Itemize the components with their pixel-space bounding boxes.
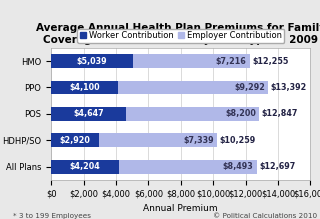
Text: © Political Calculations 2010: © Political Calculations 2010 [213,213,317,219]
Text: $2,920: $2,920 [60,136,90,145]
Bar [99,133,217,147]
X-axis label: Annual Premium: Annual Premium [143,204,218,213]
Legend: Worker Contribution, Employer Contribution: Worker Contribution, Employer Contributi… [77,29,284,43]
Text: $12,255: $12,255 [252,57,289,65]
Text: $12,697: $12,697 [259,162,296,171]
Text: $8,493: $8,493 [223,162,254,171]
Bar [51,54,133,68]
Text: $4,204: $4,204 [70,162,100,171]
Text: $4,100: $4,100 [69,83,100,92]
Bar [126,107,259,121]
Title: Average Annual Health Plan Premiums for Family
Coverage at Small Firms* by Plan : Average Annual Health Plan Premiums for … [36,23,320,45]
Text: $8,200: $8,200 [225,109,256,118]
Bar [118,81,268,94]
Text: $5,039: $5,039 [77,57,107,65]
Bar [133,54,250,68]
Text: $7,339: $7,339 [184,136,214,145]
Bar [51,160,119,174]
Text: $9,292: $9,292 [234,83,265,92]
Text: $13,392: $13,392 [271,83,307,92]
Bar [51,81,118,94]
Text: $10,259: $10,259 [220,136,256,145]
Bar [51,133,99,147]
Text: * 3 to 199 Employees: * 3 to 199 Employees [13,213,91,219]
Text: $4,647: $4,647 [74,109,104,118]
Bar [119,160,257,174]
Text: $12,847: $12,847 [262,109,298,118]
Bar [51,107,126,121]
Text: $7,216: $7,216 [216,57,246,65]
